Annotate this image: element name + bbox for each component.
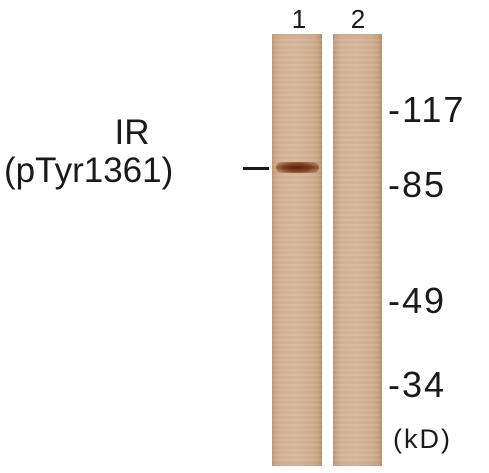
protein-modification: (pTyr1361) [4, 151, 174, 190]
protein-name: IR [114, 113, 150, 152]
lane-number-1: 1 [291, 4, 307, 34]
marker-34: -34 [388, 364, 447, 405]
blot-lane-2 [333, 34, 382, 466]
marker-49: -49 [388, 280, 447, 321]
unit-label: (kD) [393, 424, 452, 454]
marker-117: -117 [388, 89, 466, 130]
lane-number-2: 2 [350, 4, 366, 34]
protein-band [276, 162, 319, 173]
blot-lane-1 [272, 34, 322, 466]
marker-85: -85 [388, 164, 447, 205]
band-pointer-line [243, 167, 269, 170]
